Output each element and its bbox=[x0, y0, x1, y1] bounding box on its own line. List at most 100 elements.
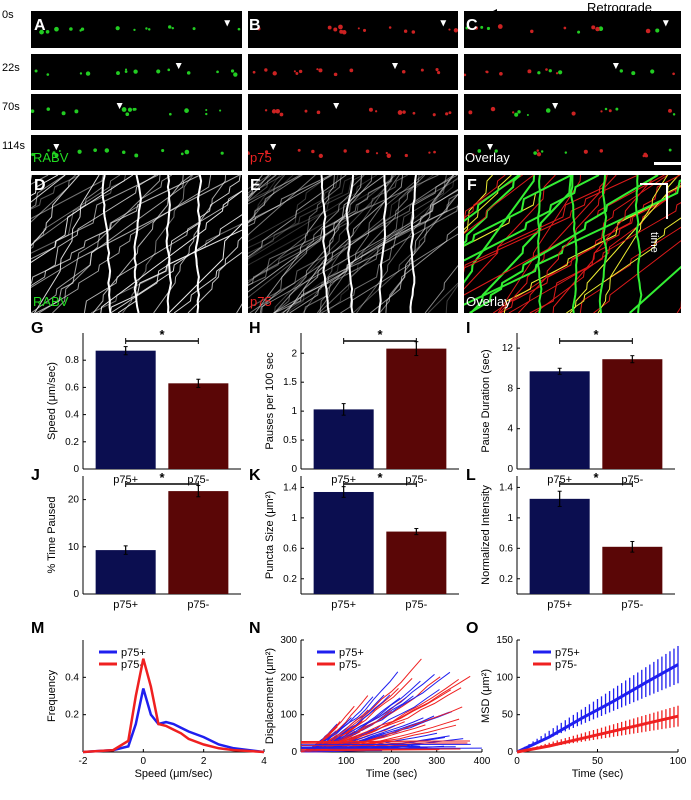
arrowhead-marker bbox=[175, 63, 182, 70]
puncta-dot bbox=[563, 26, 567, 30]
kymo-trace bbox=[464, 175, 608, 269]
puncta-dot bbox=[555, 72, 559, 75]
kymo-trace bbox=[31, 175, 134, 263]
puncta-dot bbox=[619, 69, 623, 73]
puncta-dot bbox=[121, 107, 127, 112]
kymo-stationary-trace bbox=[634, 175, 643, 313]
puncta-dot bbox=[412, 111, 416, 115]
y-tick-label: 0.5 bbox=[283, 435, 297, 446]
significance-star: * bbox=[377, 327, 383, 342]
bar-p75- bbox=[386, 531, 447, 594]
puncta-dot bbox=[304, 109, 308, 113]
kymograph-d bbox=[31, 175, 242, 313]
puncta-dot bbox=[147, 28, 151, 31]
legend-label: p75- bbox=[339, 659, 361, 671]
puncta-dot bbox=[537, 71, 541, 75]
legend-label: p75+ bbox=[339, 647, 364, 659]
puncta-dot bbox=[598, 26, 604, 32]
kymo-trace bbox=[248, 175, 378, 264]
puncta-dot bbox=[437, 71, 441, 75]
kymo-trace bbox=[508, 202, 681, 313]
y-tick-label: 100 bbox=[280, 710, 297, 721]
puncta-dot bbox=[668, 148, 672, 152]
puncta-dot bbox=[401, 69, 406, 74]
puncta-dot bbox=[52, 151, 56, 155]
series-line-p75+ bbox=[82, 688, 265, 754]
bar-p75+ bbox=[529, 498, 590, 594]
bar-p75- bbox=[168, 383, 229, 469]
y-tick-label: 0.6 bbox=[65, 382, 79, 393]
kymo-trace bbox=[569, 175, 680, 313]
bar-p75- bbox=[168, 491, 229, 594]
kymo-trace bbox=[31, 175, 105, 246]
kymo-trace bbox=[464, 175, 556, 290]
puncta-dot bbox=[30, 109, 35, 113]
kymo-trace bbox=[168, 223, 242, 313]
puncta-dot bbox=[93, 148, 97, 153]
puncta-dot bbox=[247, 152, 250, 155]
kymo-trace bbox=[259, 175, 458, 313]
puncta-dot bbox=[386, 153, 392, 158]
kymo-trace bbox=[31, 175, 81, 210]
puncta-dot bbox=[184, 149, 190, 155]
kymo-stationary-trace bbox=[598, 175, 608, 313]
kymo-trace bbox=[356, 175, 455, 313]
puncta-dot bbox=[233, 72, 238, 77]
y-tick-label: 0.2 bbox=[65, 437, 79, 448]
panel-letter-i: I bbox=[466, 320, 470, 337]
arrowhead-marker bbox=[392, 63, 398, 70]
puncta-dot bbox=[219, 109, 222, 112]
puncta-dot bbox=[124, 68, 128, 71]
bar-p75+ bbox=[95, 350, 156, 469]
kymo-trace bbox=[248, 175, 364, 254]
puncta-dot bbox=[311, 149, 315, 154]
puncta-dot bbox=[474, 26, 479, 30]
puncta-dot bbox=[327, 25, 332, 30]
puncta-dot bbox=[216, 70, 219, 74]
puncta-dot bbox=[31, 152, 35, 157]
kymo-trace bbox=[289, 188, 458, 313]
puncta-dot bbox=[655, 28, 660, 33]
x-tick-label: p75- bbox=[187, 474, 209, 486]
puncta-dot bbox=[368, 107, 373, 112]
puncta-dot bbox=[169, 112, 172, 116]
puncta-dot bbox=[298, 69, 303, 74]
puncta-dot bbox=[454, 29, 458, 32]
puncta-dot bbox=[420, 68, 424, 72]
kymo-trace bbox=[464, 175, 512, 231]
x-tick-label: 300 bbox=[428, 756, 445, 767]
kymograph-e bbox=[248, 175, 458, 313]
puncta-dot bbox=[357, 27, 360, 30]
puncta-dot bbox=[411, 30, 416, 34]
puncta-dot bbox=[74, 109, 79, 114]
bar-p75+ bbox=[529, 371, 590, 469]
kymo-trace bbox=[566, 217, 681, 313]
kymo-trace bbox=[499, 175, 607, 313]
kymo-trace bbox=[248, 175, 333, 224]
puncta-dot bbox=[527, 69, 532, 74]
time-label-0: 0s bbox=[2, 9, 14, 21]
kymo-trace bbox=[248, 175, 276, 203]
kymo-trace bbox=[385, 175, 454, 313]
puncta-dot bbox=[205, 108, 208, 112]
puncta-dot bbox=[264, 109, 268, 112]
significance-star: * bbox=[159, 470, 165, 485]
trajectory-line bbox=[300, 746, 456, 748]
kymo-trace bbox=[248, 175, 386, 293]
kymo-trace bbox=[31, 175, 76, 223]
puncta-dot bbox=[595, 26, 600, 32]
x-tick-label: p75- bbox=[621, 474, 643, 486]
kymo-trace bbox=[464, 175, 639, 273]
kymo-trace bbox=[281, 178, 458, 313]
x-tick-label: -2 bbox=[79, 756, 88, 767]
bar-p75+ bbox=[313, 491, 374, 594]
puncta-dot bbox=[127, 107, 133, 112]
puncta-dot bbox=[61, 111, 66, 116]
kymo-trace bbox=[593, 240, 681, 313]
legend-label: p75- bbox=[555, 659, 577, 671]
panel-letter-a: A bbox=[34, 17, 46, 34]
puncta-dot bbox=[490, 106, 496, 112]
puncta-dot bbox=[161, 148, 165, 153]
puncta-dot bbox=[428, 151, 431, 154]
kymo-trace bbox=[38, 175, 212, 313]
